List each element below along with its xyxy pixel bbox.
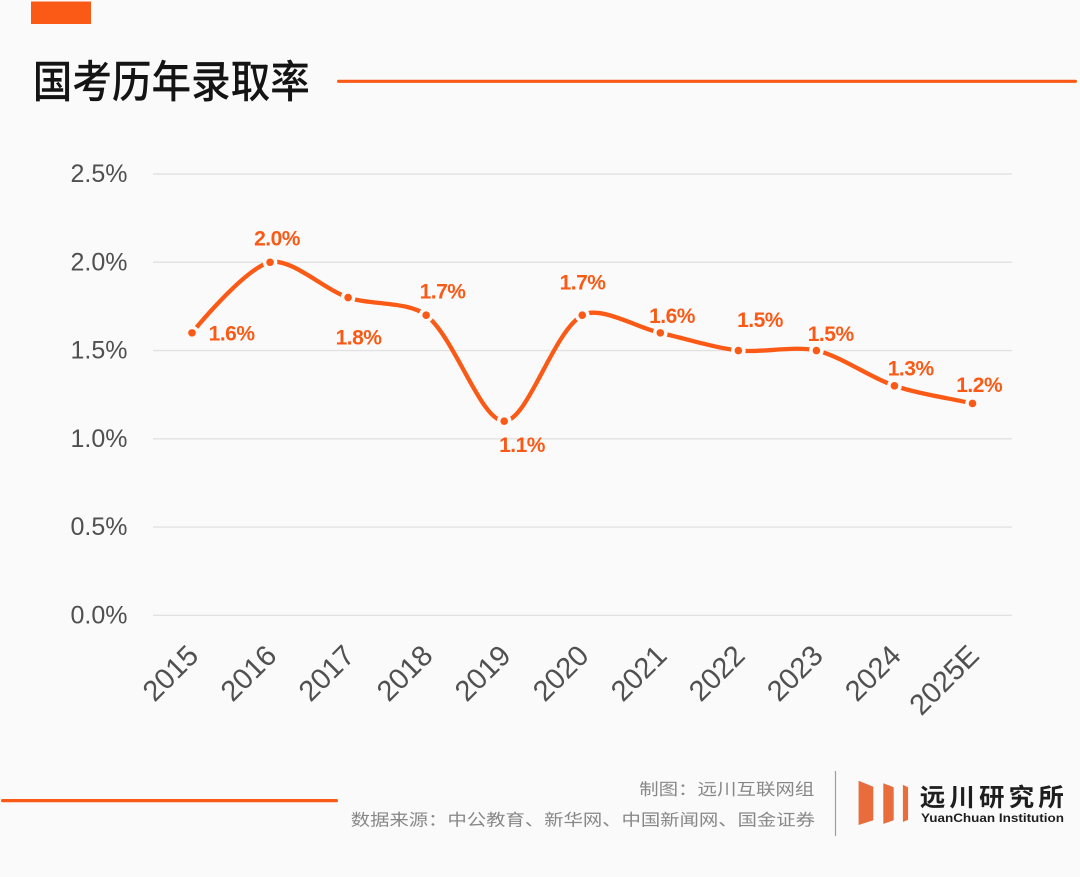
svg-text:2.0%: 2.0% — [254, 228, 301, 251]
svg-text:YuanChuan Institution: YuanChuan Institution — [921, 813, 1064, 825]
svg-text:0.5%: 0.5% — [71, 513, 128, 541]
svg-text:1.5%: 1.5% — [71, 337, 128, 365]
svg-text:1.8%: 1.8% — [336, 327, 383, 350]
svg-text:0.0%: 0.0% — [71, 602, 128, 630]
svg-text:1.6%: 1.6% — [649, 305, 696, 328]
svg-text:1.7%: 1.7% — [420, 280, 467, 303]
svg-text:1.2%: 1.2% — [956, 374, 1003, 397]
svg-text:2.5%: 2.5% — [71, 160, 128, 188]
svg-text:1.3%: 1.3% — [888, 357, 935, 380]
svg-text:1.1%: 1.1% — [499, 434, 546, 457]
svg-text:1.0%: 1.0% — [71, 425, 128, 453]
svg-text:1.7%: 1.7% — [560, 271, 607, 294]
svg-text:1.6%: 1.6% — [209, 323, 256, 346]
svg-text:1.5%: 1.5% — [737, 309, 784, 332]
svg-text:2.0%: 2.0% — [71, 248, 128, 276]
svg-text:1.5%: 1.5% — [808, 323, 855, 346]
